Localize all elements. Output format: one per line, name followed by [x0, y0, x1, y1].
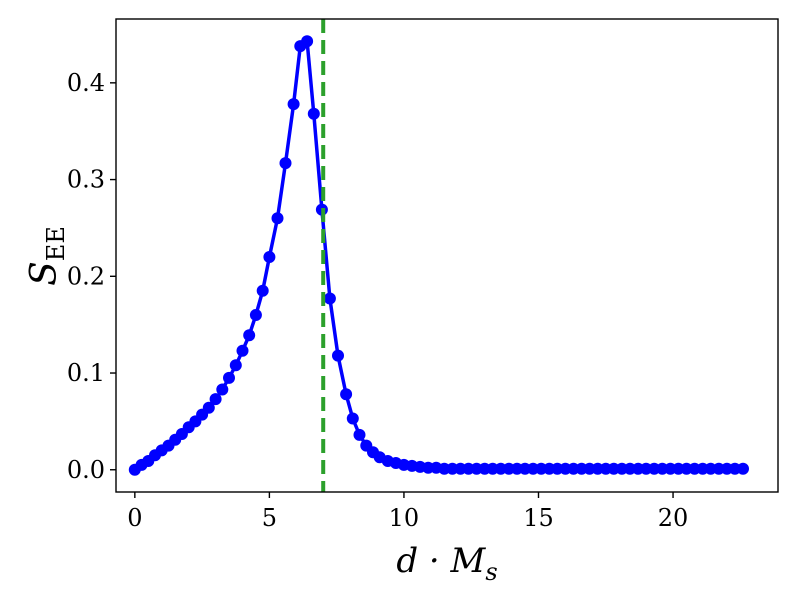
data-point	[223, 371, 235, 384]
x-tick-label: 0	[127, 504, 142, 532]
data-point	[737, 462, 749, 475]
y-tick-label: 0.0	[67, 456, 105, 484]
data-point	[287, 98, 300, 111]
y-tick-label: 0.2	[67, 262, 105, 290]
data-point	[332, 349, 344, 362]
y-axis-label-main: S	[24, 261, 65, 286]
y-tick-label: 0.3	[67, 166, 105, 194]
x-axis-label: d · Ms	[396, 541, 497, 586]
x-axis-label-main: d · M	[396, 541, 486, 581]
data-point	[346, 412, 359, 425]
y-axis-label-subscript: EE	[42, 226, 70, 261]
x-axis-label-subscript: s	[485, 558, 497, 586]
axis-ticks: 0 5 10 15 20 0.0 0.1 0.2 0.3 0.4	[67, 69, 688, 532]
y-axis-label: SEE	[24, 226, 70, 286]
x-tick-label: 20	[658, 504, 689, 532]
data-point	[229, 359, 242, 372]
data-point	[263, 251, 276, 263]
y-tick-label: 0.4	[67, 69, 105, 97]
data-point	[307, 107, 320, 120]
data-point	[301, 35, 314, 48]
y-tick-label: 0.1	[67, 359, 105, 387]
data-point	[236, 344, 249, 357]
data-point	[271, 212, 284, 225]
data-point	[323, 292, 336, 305]
data-point	[279, 157, 292, 170]
x-tick-label: 15	[523, 504, 554, 532]
series-line	[133, 39, 743, 472]
data-point	[249, 309, 262, 321]
data-point	[209, 393, 222, 406]
plot-frame	[115, 18, 779, 493]
x-tick-label: 10	[389, 504, 420, 532]
data-point	[353, 428, 366, 441]
data-point	[243, 329, 256, 342]
data-point	[340, 388, 353, 401]
data-point	[216, 383, 229, 396]
data-point	[202, 401, 215, 414]
plot-content	[128, 19, 749, 492]
x-tick-label: 5	[262, 504, 277, 532]
data-point	[256, 284, 269, 297]
